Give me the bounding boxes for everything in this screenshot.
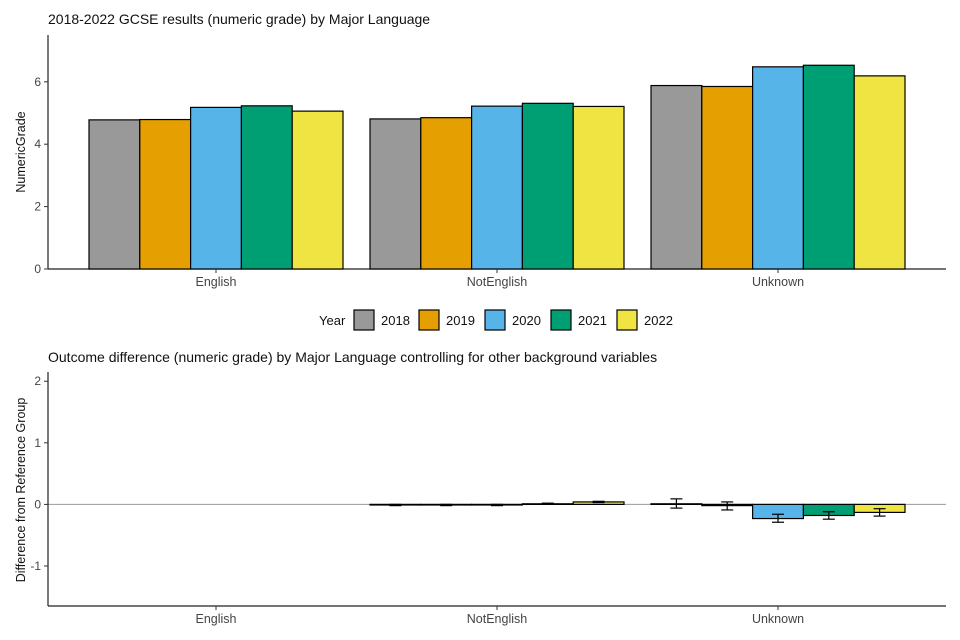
c1-bar-2019-Unknown bbox=[701, 85, 754, 270]
c1-y-tick-label: 2 bbox=[34, 200, 41, 214]
c2-x-tick-label: NotEnglish bbox=[467, 612, 527, 626]
c1-bar-2021-NotEnglish bbox=[521, 102, 574, 270]
legend-swatch-2021 bbox=[550, 309, 572, 331]
c1-bar-2020-NotEnglish bbox=[471, 105, 524, 270]
c2-x-tick-label: English bbox=[196, 612, 237, 626]
c1-x-tick-label: NotEnglish bbox=[467, 275, 527, 289]
c1-bar-2021-English bbox=[240, 105, 293, 270]
top-chart-y-axis-title: NumericGrade bbox=[14, 111, 28, 192]
c1-bar-2018-NotEnglish bbox=[369, 118, 422, 270]
c1-bar-2018-Unknown bbox=[650, 84, 703, 270]
bottom-chart-y-axis-title: Difference from Reference Group bbox=[14, 398, 28, 583]
legend-label-2020: 2020 bbox=[512, 313, 541, 328]
c2-y-tick-label: -1 bbox=[30, 559, 41, 573]
legend-swatch-2018 bbox=[353, 309, 375, 331]
c2-y-tick-label: 0 bbox=[34, 497, 41, 511]
legend-label-2019: 2019 bbox=[446, 313, 475, 328]
top-chart-title: 2018-2022 GCSE results (numeric grade) b… bbox=[48, 11, 430, 27]
top-chart: 2018-2022 GCSE results (numeric grade) b… bbox=[14, 11, 946, 289]
c1-y-tick-label: 4 bbox=[34, 137, 41, 151]
c1-bar-2021-Unknown bbox=[802, 64, 855, 270]
legend-swatch-2022 bbox=[616, 309, 638, 331]
c1-x-tick-label: Unknown bbox=[752, 275, 804, 289]
c1-y-tick-label: 6 bbox=[34, 75, 41, 89]
bottom-chart-title: Outcome difference (numeric grade) by Ma… bbox=[48, 349, 657, 365]
c1-x-tick-label: English bbox=[196, 275, 237, 289]
c1-bar-2022-Unknown bbox=[853, 75, 906, 270]
c1-y-tick-label: 0 bbox=[34, 262, 41, 276]
c2-x-tick-label: Unknown bbox=[752, 612, 804, 626]
c1-bar-2019-English bbox=[139, 118, 192, 270]
bottom-chart: Outcome difference (numeric grade) by Ma… bbox=[14, 349, 946, 626]
c1-bar-2020-English bbox=[190, 106, 243, 270]
legend-title: Year bbox=[319, 313, 346, 328]
c1-bar-2019-NotEnglish bbox=[420, 117, 473, 270]
c1-bar-2022-NotEnglish bbox=[572, 105, 625, 270]
legend-label-2018: 2018 bbox=[381, 313, 410, 328]
c1-bar-2022-English bbox=[291, 110, 344, 270]
c1-bar-2020-Unknown bbox=[751, 66, 804, 270]
c2-y-tick-label: 1 bbox=[34, 436, 41, 450]
c2-y-tick-label: 2 bbox=[34, 374, 41, 388]
legend-label-2021: 2021 bbox=[578, 313, 607, 328]
c1-bar-2018-English bbox=[88, 119, 141, 270]
legend-swatch-2019 bbox=[418, 309, 440, 331]
legend-label-2022: 2022 bbox=[644, 313, 673, 328]
legend: Year 2018 2019 2020 2021 2022 bbox=[319, 309, 673, 331]
legend-swatch-2020 bbox=[484, 309, 506, 331]
